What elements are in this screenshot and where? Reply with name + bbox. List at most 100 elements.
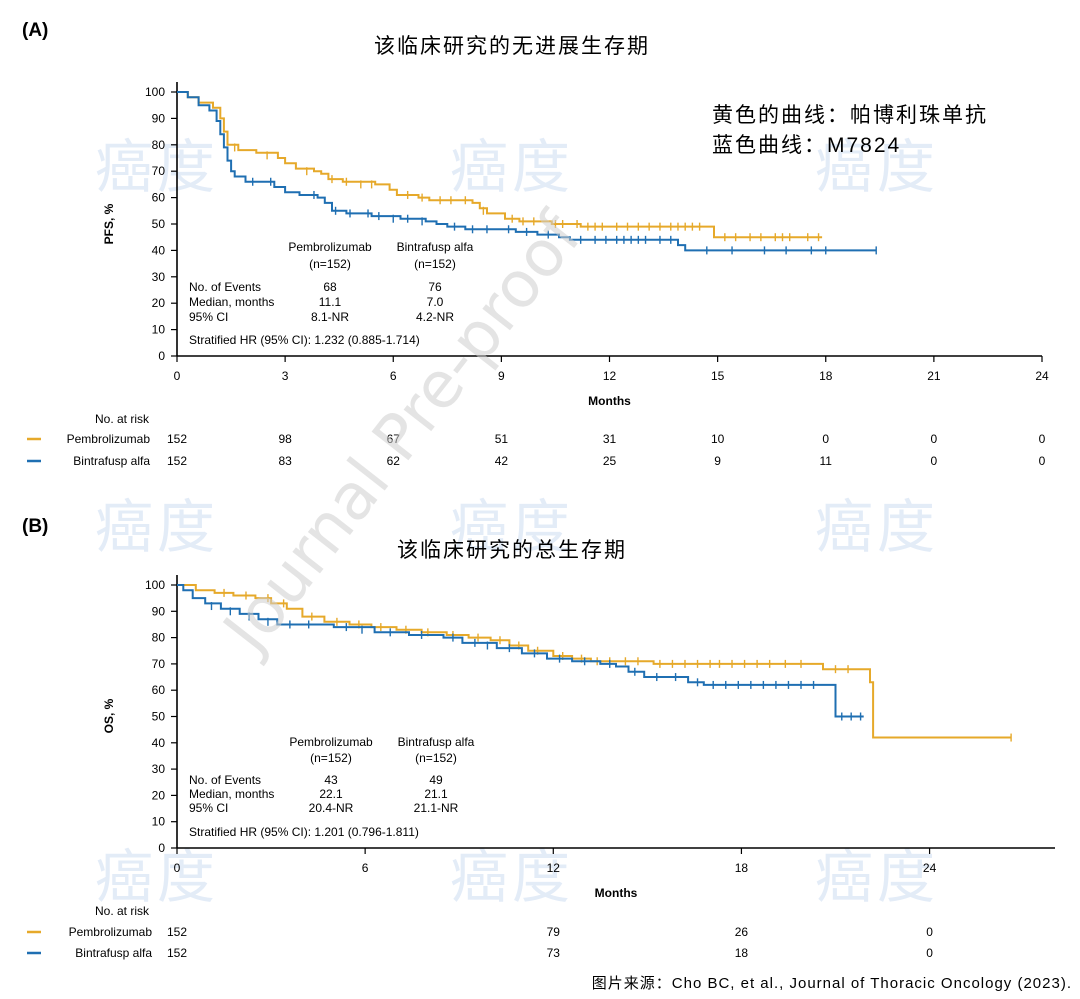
y-tick-label: 0 xyxy=(158,349,165,363)
risk-count: 98 xyxy=(278,432,292,446)
risk-count: 11 xyxy=(820,454,833,468)
risk-count: 10 xyxy=(711,432,725,446)
risk-count: 73 xyxy=(547,946,561,960)
y-tick-label: 60 xyxy=(152,683,166,697)
risk-count: 0 xyxy=(931,432,938,446)
stats-arm-header: Bintrafusp alfa xyxy=(398,735,475,749)
risk-count: 152 xyxy=(167,432,187,446)
risk-count: 0 xyxy=(1039,454,1046,468)
risk-series-label: Bintrafusp alfa xyxy=(73,454,150,468)
risk-count: 83 xyxy=(278,454,292,468)
x-tick-label: 12 xyxy=(547,861,561,875)
risk-count: 51 xyxy=(495,432,509,446)
watermark-logo: 癌度 xyxy=(95,133,220,201)
stats-row-value: 8.1-NR xyxy=(311,310,349,324)
legend-annotation: 黄色的曲线：帕博利珠单抗 xyxy=(712,104,988,127)
stats-hazard-ratio: Stratified HR (95% CI): 1.232 (0.885-1.7… xyxy=(189,333,420,347)
stats-row-value: 49 xyxy=(429,773,443,787)
risk-count: 0 xyxy=(931,454,938,468)
x-tick-label: 0 xyxy=(174,861,181,875)
risk-count: 0 xyxy=(926,925,933,939)
risk-count: 25 xyxy=(603,454,617,468)
watermark-logo: 癌度 xyxy=(95,493,220,561)
x-tick-label: 24 xyxy=(923,861,937,875)
y-tick-label: 50 xyxy=(152,217,166,231)
y-tick-label: 30 xyxy=(152,270,166,284)
y-tick-label: 30 xyxy=(152,762,166,776)
y-tick-label: 10 xyxy=(152,815,166,829)
y-tick-label: 40 xyxy=(152,243,166,257)
stats-arm-header: Pembrolizumab xyxy=(289,735,373,749)
stats-arm-header: Bintrafusp alfa xyxy=(397,240,474,254)
y-tick-label: 0 xyxy=(158,841,165,855)
panel-label: (B) xyxy=(22,516,48,537)
risk-count: 152 xyxy=(167,946,187,960)
y-tick-label: 100 xyxy=(145,85,165,99)
risk-count: 62 xyxy=(387,454,401,468)
x-axis-label: Months xyxy=(588,394,631,408)
risk-count: 18 xyxy=(735,946,749,960)
stats-arm-n: (n=152) xyxy=(414,257,456,271)
stats-row-label: No. of Events xyxy=(189,773,261,787)
chart-title: 该临床研究的无进展生存期 xyxy=(374,35,650,58)
stats-arm-header: Pembrolizumab xyxy=(288,240,372,254)
y-tick-label: 50 xyxy=(152,710,166,724)
stats-row-label: Median, months xyxy=(189,787,274,801)
risk-count: 42 xyxy=(495,454,509,468)
stats-row-value: 7.0 xyxy=(427,295,444,309)
stats-row-value: 21.1 xyxy=(424,787,448,801)
y-tick-label: 20 xyxy=(152,788,166,802)
stats-row-value: 21.1-NR xyxy=(414,801,459,815)
stats-row-value: 4.2-NR xyxy=(416,310,454,324)
stats-row-label: No. of Events xyxy=(189,280,261,294)
watermark-logo: 癌度 xyxy=(815,493,940,561)
stats-row-value: 22.1 xyxy=(319,787,343,801)
y-tick-label: 90 xyxy=(152,604,166,618)
km-curve-bintrafusp xyxy=(177,91,877,252)
stats-row-value: 68 xyxy=(323,280,337,294)
km-curve-pembrolizumab xyxy=(177,584,1012,739)
y-tick-label: 90 xyxy=(152,111,166,125)
risk-count: 152 xyxy=(167,925,187,939)
stats-arm-n: (n=152) xyxy=(310,751,352,765)
source-citation: 图片来源：Cho BC, et al., Journal of Thoracic… xyxy=(592,975,1072,992)
x-tick-label: 24 xyxy=(1035,369,1049,383)
stats-row-label: 95% CI xyxy=(189,310,228,324)
risk-series-label: Pembrolizumab xyxy=(69,925,153,939)
risk-count: 0 xyxy=(1039,432,1046,446)
watermark-logo: 癌度 xyxy=(450,493,575,561)
y-tick-label: 80 xyxy=(152,138,166,152)
chart-title: 该临床研究的总生存期 xyxy=(397,539,627,562)
panel-label: (A) xyxy=(22,20,48,41)
risk-count: 0 xyxy=(822,432,829,446)
risk-count: 0 xyxy=(926,946,933,960)
y-axis-label: PFS, % xyxy=(102,203,116,244)
stats-row-label: Median, months xyxy=(189,295,274,309)
x-tick-label: 21 xyxy=(927,369,941,383)
y-tick-label: 40 xyxy=(152,736,166,750)
stats-row-value: 76 xyxy=(428,280,442,294)
y-tick-label: 60 xyxy=(152,191,166,205)
risk-count: 67 xyxy=(387,432,401,446)
y-tick-label: 70 xyxy=(152,657,166,671)
y-tick-label: 100 xyxy=(145,578,165,592)
stats-row-value: 20.4-NR xyxy=(309,801,354,815)
stats-row-label: 95% CI xyxy=(189,801,228,815)
risk-series-label: Pembrolizumab xyxy=(67,432,151,446)
y-axis-label: OS, % xyxy=(102,698,116,733)
x-tick-label: 15 xyxy=(711,369,725,383)
risk-table-title: No. at risk xyxy=(95,412,150,426)
stats-arm-n: (n=152) xyxy=(415,751,457,765)
watermark-logo: 癌度 xyxy=(815,843,940,911)
x-tick-label: 9 xyxy=(498,369,505,383)
x-tick-label: 3 xyxy=(282,369,289,383)
y-tick-label: 10 xyxy=(152,323,166,337)
km-curve-bintrafusp xyxy=(177,584,864,718)
risk-count: 79 xyxy=(547,925,561,939)
risk-table-title: No. at risk xyxy=(95,904,150,918)
stats-arm-n: (n=152) xyxy=(309,257,351,271)
watermark-logo: 癌度 xyxy=(450,843,575,911)
risk-count: 9 xyxy=(714,454,721,468)
